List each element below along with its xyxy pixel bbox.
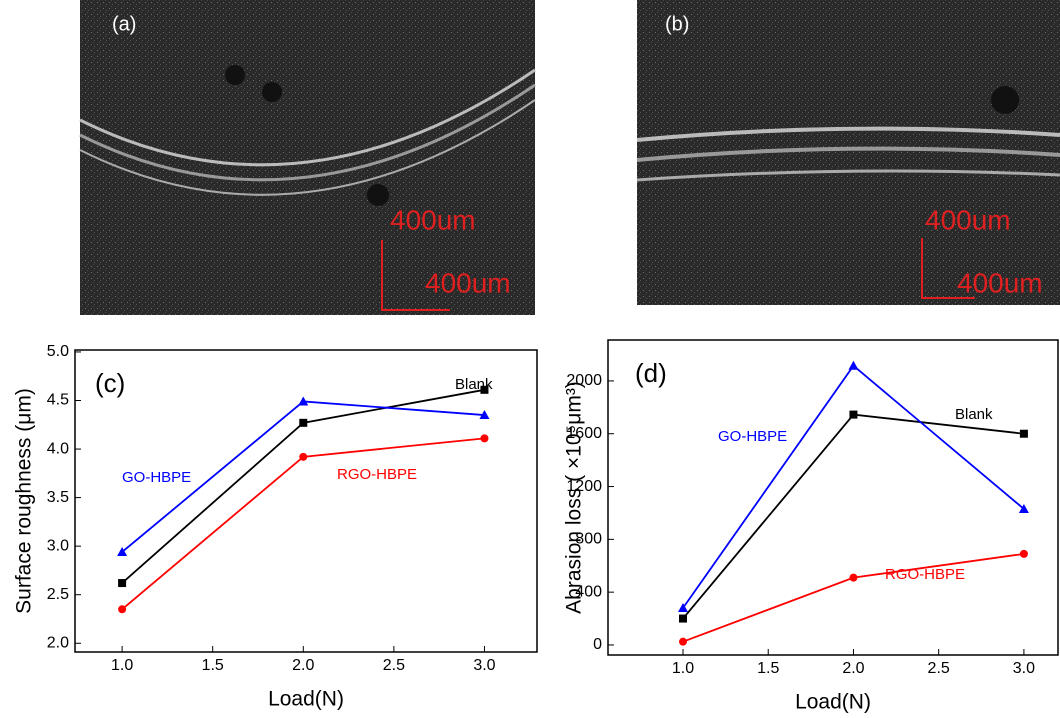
x-tick-label: 3.0 — [1013, 660, 1035, 677]
marker — [480, 385, 489, 394]
y-tick-label: 2000 — [566, 372, 602, 389]
y-tick-label: 1600 — [566, 425, 602, 442]
scale-label: 400um — [957, 267, 1043, 298]
plot-frame — [607, 339, 1059, 656]
marker — [480, 434, 489, 443]
series-label: GO-HBPE — [718, 428, 787, 445]
series-line — [121, 437, 485, 610]
micrograph-b: (b) 400um 400um — [636, 0, 1060, 305]
y-tick-label: 400 — [575, 583, 602, 600]
marker — [848, 360, 859, 370]
series-line — [682, 364, 1025, 609]
scale-label: 400um — [390, 204, 476, 235]
panel-label: (a) — [112, 13, 136, 35]
marker — [679, 637, 687, 646]
x-tick-label: 2.5 — [383, 657, 405, 674]
marker — [849, 573, 858, 582]
x-tick-label: 1.0 — [111, 657, 133, 674]
y-tick-label: 0 — [593, 636, 602, 653]
series-line — [682, 413, 1025, 620]
marker — [678, 603, 688, 613]
y-tick-label: 3.5 — [47, 489, 69, 506]
y-tick-label: 3.0 — [47, 537, 69, 554]
y-axis-label: Surface roughness (μm) — [13, 388, 36, 614]
x-tick-label: 3.0 — [473, 657, 495, 674]
series-label: GO-HBPE — [122, 469, 191, 486]
marker — [1019, 429, 1028, 438]
chart: 1.0 1.5 2.0 2.5 3.0 0 400 800 1200 1600 2000 Load(N… — [563, 339, 1059, 714]
series-line — [682, 552, 1025, 643]
scale-label: 400um — [925, 204, 1011, 235]
scale-label: 400um — [425, 267, 511, 298]
series-line — [121, 388, 485, 584]
marker — [479, 410, 490, 420]
marker — [849, 410, 858, 419]
panel-label: (b) — [665, 13, 689, 35]
x-axis-label: Load(N) — [795, 691, 871, 714]
panel-label: (d) — [635, 358, 667, 388]
x-axis-label: Load(N) — [268, 688, 344, 711]
series-label: Blank — [955, 406, 993, 423]
series-label: Blank — [455, 376, 493, 393]
x-tick-label: 1.5 — [757, 660, 779, 677]
y-tick-label: 4.5 — [47, 392, 69, 409]
y-tick-label: 5.0 — [47, 343, 69, 360]
series-label: RGO-HBPE — [885, 566, 965, 583]
chart: 1.0 1.5 2.0 2.5 3.0 2.0 2.5 3.0 3.5 4.0 4.5 5.0 Load… — [13, 343, 538, 711]
y-tick-label: 2.0 — [47, 634, 69, 651]
panel-label: (c) — [95, 368, 125, 398]
marker — [299, 452, 308, 461]
x-tick-label: 2.5 — [928, 660, 950, 677]
y-tick-label: 4.0 — [47, 440, 69, 457]
marker — [118, 579, 127, 588]
marker — [1019, 549, 1028, 558]
y-tick-label: 800 — [575, 531, 602, 548]
plot-frame — [74, 349, 538, 653]
x-tick-label: 2.0 — [842, 660, 864, 677]
x-tick-label: 1.5 — [202, 657, 224, 674]
y-tick-label: 2.5 — [47, 586, 69, 603]
micrograph-a: (a) 400um 400um — [79, 0, 536, 315]
marker — [298, 396, 309, 406]
series-label: RGO-HBPE — [337, 466, 417, 483]
y-axis-label: Abrasion loss ( ×10⁵μm³) — [563, 381, 586, 614]
y-tick-label: 1200 — [566, 478, 602, 495]
marker — [1018, 503, 1029, 513]
x-tick-label: 2.0 — [292, 657, 314, 674]
marker — [299, 418, 308, 427]
marker — [118, 605, 127, 614]
x-tick-label: 1.0 — [672, 660, 694, 677]
marker — [679, 614, 687, 623]
marker — [117, 546, 128, 556]
